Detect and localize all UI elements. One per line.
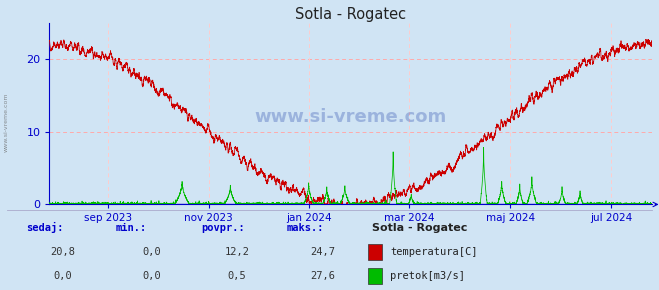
- Text: temperatura[C]: temperatura[C]: [390, 247, 478, 257]
- Text: 12,2: 12,2: [225, 247, 250, 257]
- Text: 20,8: 20,8: [50, 247, 75, 257]
- Text: 27,6: 27,6: [310, 271, 335, 281]
- Text: sedaj:: sedaj:: [26, 222, 64, 233]
- Text: 0,0: 0,0: [142, 247, 161, 257]
- Text: 0,5: 0,5: [228, 271, 246, 281]
- Text: www.si-vreme.com: www.si-vreme.com: [255, 108, 447, 126]
- Text: povpr.:: povpr.:: [201, 223, 244, 233]
- Text: www.si-vreme.com: www.si-vreme.com: [4, 92, 9, 152]
- Text: pretok[m3/s]: pretok[m3/s]: [390, 271, 465, 281]
- Text: maks.:: maks.:: [287, 223, 324, 233]
- Text: 24,7: 24,7: [310, 247, 335, 257]
- Title: Sotla - Rogatec: Sotla - Rogatec: [295, 7, 407, 22]
- Text: 0,0: 0,0: [53, 271, 72, 281]
- Text: 0,0: 0,0: [142, 271, 161, 281]
- Text: min.:: min.:: [115, 223, 146, 233]
- Text: Sotla - Rogatec: Sotla - Rogatec: [372, 223, 468, 233]
